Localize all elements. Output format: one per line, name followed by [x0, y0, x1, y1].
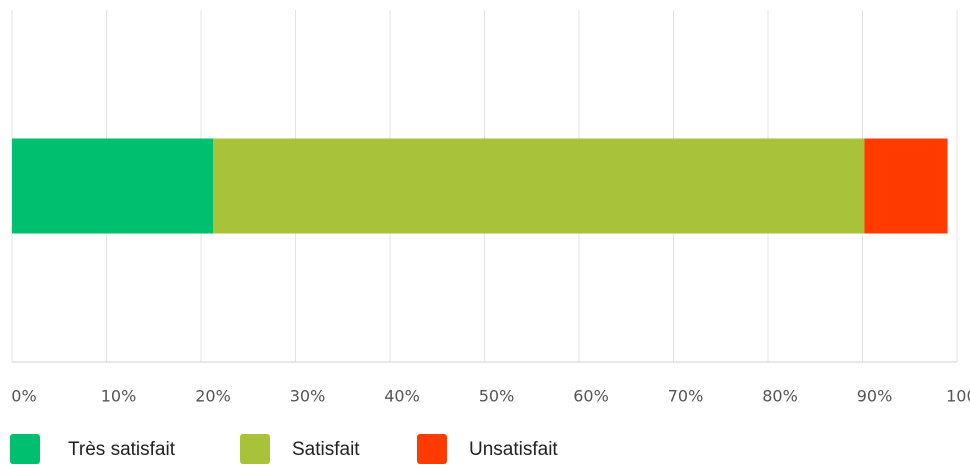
x-tick-label: 60% — [573, 387, 609, 406]
legend-label: Unsatisfait — [469, 439, 558, 460]
x-tick-label: 30% — [290, 387, 326, 406]
legend-swatch — [240, 434, 270, 464]
legend-swatch — [417, 434, 447, 464]
legend-label: Très satisfait — [68, 439, 176, 460]
bar-segment — [213, 138, 865, 234]
legend-label: Satisfait — [292, 439, 360, 460]
bar-segment — [12, 138, 214, 234]
x-tick-label: 40% — [384, 387, 420, 406]
bar-segment — [864, 138, 948, 234]
x-tick-label: 10% — [101, 387, 137, 406]
x-tick-label: 0% — [11, 387, 36, 406]
x-tick-label: 90% — [857, 387, 893, 406]
legend-swatch — [10, 434, 40, 464]
x-tick-label: 70% — [668, 387, 704, 406]
x-tick-label: 20% — [195, 387, 231, 406]
x-tick-label: 100% — [946, 387, 970, 406]
x-tick-label: 50% — [479, 387, 515, 406]
x-tick-label: 80% — [762, 387, 798, 406]
